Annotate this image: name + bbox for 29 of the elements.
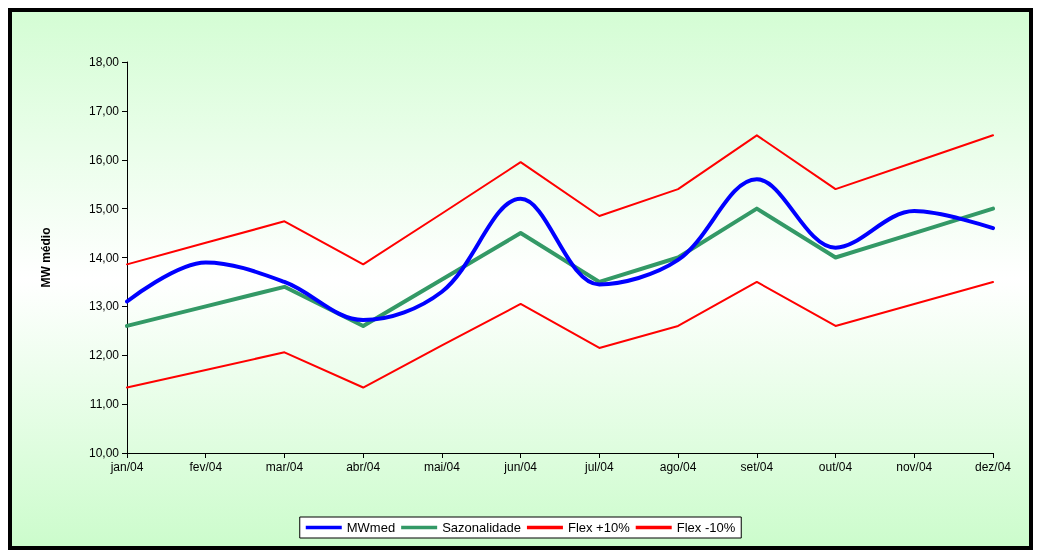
line-series — [126, 134, 994, 266]
x-tick-label: mai/04 — [423, 460, 461, 474]
legend-label: MWmed — [346, 520, 396, 535]
y-tick-label: 12,00 — [88, 348, 120, 363]
x-tick-label: abr/04 — [346, 460, 381, 474]
x-tick-label: dez/04 — [974, 460, 1012, 474]
x-tick-label: fev/04 — [189, 460, 223, 474]
x-tick-label: ago/04 — [659, 460, 697, 474]
line-series — [125, 177, 995, 323]
y-tick-label: 13,00 — [88, 299, 120, 314]
y-tick-label: 16,00 — [88, 152, 120, 167]
y-tick-label: 10,00 — [88, 446, 120, 460]
y-tick-label: 17,00 — [88, 103, 120, 118]
legend-label: Flex -10% — [676, 520, 736, 535]
x-tick-label: jan/04 — [109, 460, 144, 474]
y-tick-label: 15,00 — [88, 201, 120, 216]
y-tick-label: 14,00 — [88, 250, 120, 265]
y-tick-label: 11,00 — [89, 397, 120, 412]
x-tick-label: mar/04 — [265, 460, 304, 474]
line-series — [126, 280, 994, 389]
y-axis-title: MW médio — [39, 227, 53, 288]
x-tick-label: jun/04 — [503, 460, 538, 474]
y-tick-label: 18,00 — [88, 55, 120, 69]
legend-label: Sazonalidade — [442, 520, 521, 535]
x-tick-label: nov/04 — [896, 460, 933, 474]
x-tick-label: jul/04 — [584, 460, 615, 474]
x-tick-label: set/04 — [740, 460, 774, 474]
x-tick-label: out/04 — [818, 460, 853, 474]
legend-label: Flex +10% — [567, 520, 631, 535]
